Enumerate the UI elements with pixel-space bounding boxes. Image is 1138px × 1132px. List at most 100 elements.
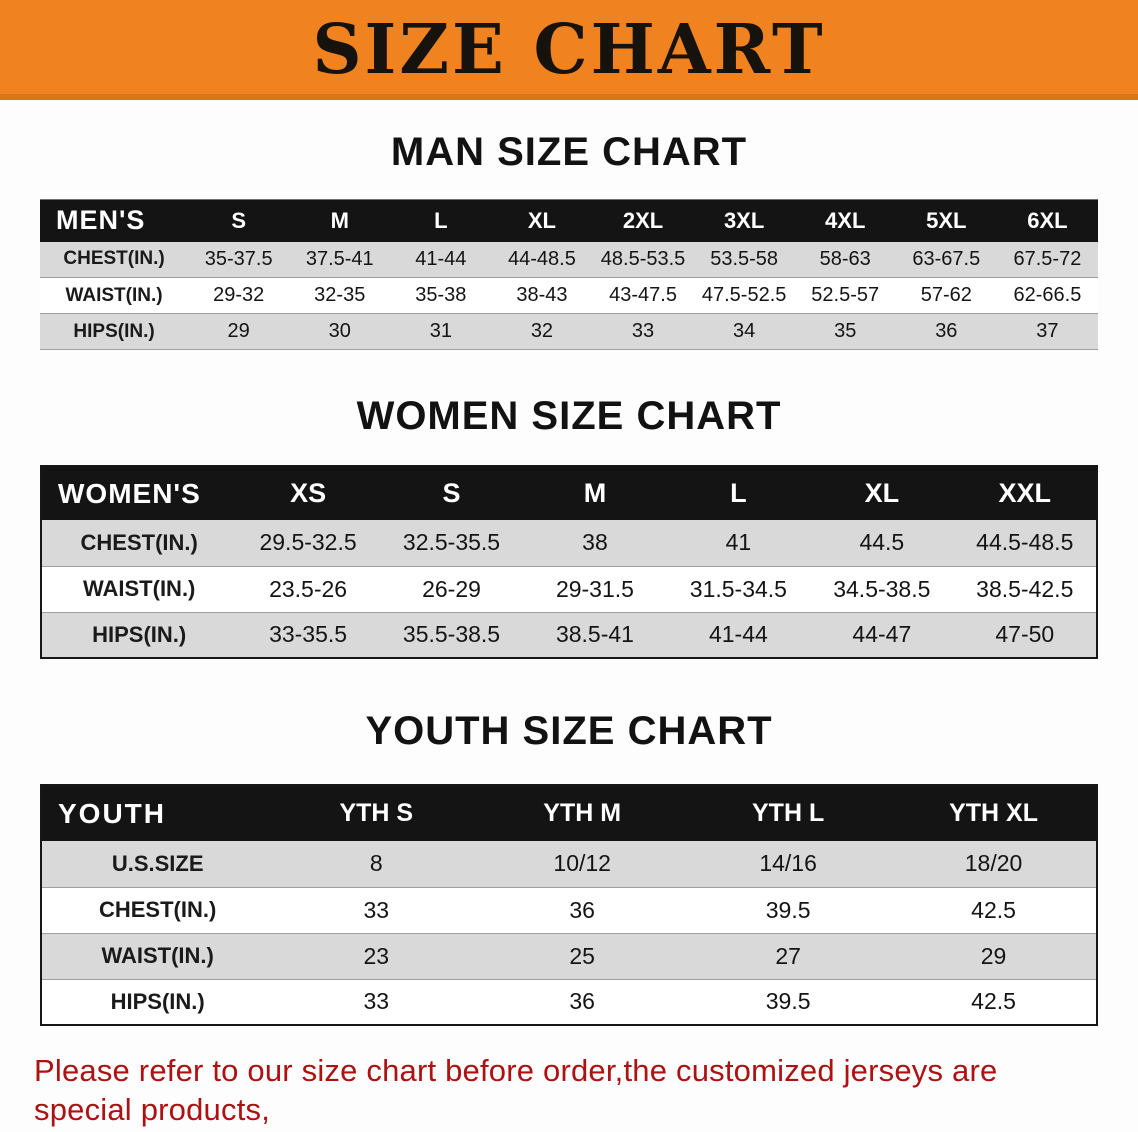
size-table: WOMEN'S XS S M L XL XXL CHEST(IN.) 29.5-32.5 32.5… xyxy=(40,465,1098,659)
footer-notice-line2: we don't accept cancel, change, teturn o… xyxy=(34,1130,1104,1132)
row-label: HIPS(IN.) xyxy=(92,621,187,647)
size-value-cell: 62-66.5 xyxy=(1013,284,1082,306)
size-value-cell: 36 xyxy=(569,896,595,923)
column-header: S xyxy=(379,466,524,520)
row-label: CHEST(IN.) xyxy=(98,897,217,922)
men-size-chart-heading: MAN SIZE CHART xyxy=(390,130,748,174)
row-label: CHEST(IN.) xyxy=(80,529,198,555)
size-value-cell: 44-47 xyxy=(852,621,912,648)
column-header: YTH L xyxy=(685,785,892,841)
column-header: 3XL xyxy=(693,199,795,242)
size-value-cell: 67.5-72 xyxy=(1013,247,1082,270)
size-value-cell: 33-35.5 xyxy=(269,621,348,648)
row-label: U.S.SIZE xyxy=(111,850,204,876)
size-value-cell: 33 xyxy=(631,320,655,342)
size-value-cell: 41 xyxy=(725,529,752,556)
column-header: 4XL xyxy=(794,199,896,242)
table-row: CHEST(IN.) 29.5-32.5 32.5-35.5 38 41 44.5 44.5… xyxy=(41,520,1097,566)
size-value-cell: 47.5-52.5 xyxy=(701,284,787,306)
size-value-cell: 33 xyxy=(363,896,390,923)
size-value-cell: 34 xyxy=(733,320,756,342)
table-row: WAIST(IN.) 23 25 27 29 xyxy=(41,933,1097,979)
size-value-cell: 35-38 xyxy=(415,284,467,306)
row-label: HIPS(IN.) xyxy=(110,988,205,1014)
row-label: WAIST(IN.) xyxy=(82,576,196,601)
size-value-cell: 25 xyxy=(569,942,595,969)
size-value-cell: 23 xyxy=(363,942,390,969)
size-value-cell: 58-63 xyxy=(819,247,871,270)
size-value-cell: 37 xyxy=(1036,320,1059,342)
men-size-chart-section: MAN SIZE CHART MEN'S S M L XL 2XL 3XL 4XL 5XL 6XL… xyxy=(0,130,1138,350)
youth-size-chart-heading: YOUTH SIZE CHART xyxy=(365,709,773,753)
size-value-cell: 52.5-57 xyxy=(811,284,880,306)
size-table: MEN'S S M L XL 2XL 3XL 4XL 5XL 6XL CHEST(IN.) 35-37… xyxy=(40,199,1098,350)
column-header: 6XL xyxy=(996,199,1098,242)
size-value-cell: 29 xyxy=(980,942,1007,969)
column-header: XL xyxy=(810,466,954,520)
column-header: YTH S xyxy=(273,785,480,841)
women-size-table: WOMEN'S XS S M L XL XXL CHEST(IN.) 29.5-32.5 32.5… xyxy=(40,465,1098,659)
page-title: SIZE CHART xyxy=(312,10,826,90)
table-row: CHEST(IN.) 33 36 39.5 42.5 xyxy=(41,887,1097,933)
table-row: HIPS(IN.) 29 30 31 32 33 34 35 36 37 xyxy=(40,313,1098,350)
size-value-cell: 31.5-34.5 xyxy=(689,575,787,602)
corner-label: MEN'S xyxy=(40,199,189,242)
size-value-cell: 29-32 xyxy=(213,284,265,306)
size-value-cell: 31 xyxy=(429,320,452,342)
size-value-cell: 18/20 xyxy=(964,850,1023,877)
table-row: WAIST(IN.) 23.5-26 26-29 29-31.5 31.5-34.5 34… xyxy=(41,566,1097,612)
size-value-cell: 38-43 xyxy=(516,284,568,306)
table-row: HIPS(IN.) 33 36 39.5 42.5 xyxy=(41,979,1097,1025)
column-header: L xyxy=(390,199,492,242)
table-row: WAIST(IN.) 29-32 32-35 35-38 38-43 43-47.5 47.… xyxy=(40,277,1098,314)
size-value-cell: 38 xyxy=(582,529,608,556)
size-value-cell: 44.5 xyxy=(859,529,905,556)
size-value-cell: 41-44 xyxy=(415,247,467,270)
column-header: L xyxy=(666,466,811,520)
youth-size-chart-section: YOUTH SIZE CHART YOUTH YTH S YTH M YTH L YTH… xyxy=(0,709,1138,1026)
size-value-cell: 36 xyxy=(935,320,958,342)
footer-notice: Please refer to our size chart before or… xyxy=(34,1052,1104,1132)
column-header: M xyxy=(289,199,391,242)
size-value-cell: 57-62 xyxy=(920,284,972,306)
size-value-cell: 32.5-35.5 xyxy=(402,529,501,556)
size-value-cell: 63-67.5 xyxy=(912,247,981,270)
size-value-cell: 29.5-32.5 xyxy=(259,529,357,556)
size-value-cell: 35 xyxy=(834,320,857,342)
size-value-cell: 53.5-58 xyxy=(710,247,779,270)
youth-size-table: YOUTH YTH S YTH M YTH L YTH XL U.S.SIZE 8 10/12… xyxy=(40,784,1098,1026)
size-value-cell: 14/16 xyxy=(759,850,817,877)
size-value-cell: 34.5-38.5 xyxy=(833,575,931,602)
header-row: YOUTH YTH S YTH M YTH L YTH XL xyxy=(41,785,1097,841)
footer-notice-line1: Please refer to our size chart before or… xyxy=(34,1053,998,1127)
men-size-table: MEN'S S M L XL 2XL 3XL 4XL 5XL 6XL CHEST(IN.) 35-37… xyxy=(40,199,1098,350)
size-value-cell: 32-35 xyxy=(314,284,366,306)
header-row: MEN'S S M L XL 2XL 3XL 4XL 5XL 6XL xyxy=(40,199,1098,242)
column-header: 2XL xyxy=(592,199,694,242)
size-value-cell: 33 xyxy=(363,988,390,1015)
size-value-cell: 36 xyxy=(569,988,595,1015)
size-value-cell: 42.5 xyxy=(971,896,1016,923)
row-label: HIPS(IN.) xyxy=(73,320,155,342)
size-value-cell: 30 xyxy=(328,320,351,342)
table-row: HIPS(IN.) 33-35.5 35.5-38.5 38.5-41 41-44 44-… xyxy=(41,612,1097,658)
row-label: CHEST(IN.) xyxy=(63,248,165,270)
column-header: S xyxy=(188,199,290,242)
size-value-cell: 8 xyxy=(369,850,383,877)
header-row: WOMEN'S XS S M L XL XXL xyxy=(41,466,1097,520)
table-row: U.S.SIZE 8 10/12 14/16 18/20 xyxy=(41,841,1097,887)
size-value-cell: 48.5-53.5 xyxy=(600,247,686,270)
size-value-cell: 39.5 xyxy=(765,988,811,1015)
size-value-cell: 35.5-38.5 xyxy=(402,621,501,648)
size-value-cell: 37.5-41 xyxy=(305,247,374,270)
size-value-cell: 38.5-41 xyxy=(555,621,634,648)
column-header: 5XL xyxy=(895,199,997,242)
corner-label: YOUTH xyxy=(41,785,274,841)
size-value-cell: 43-47.5 xyxy=(609,284,677,306)
column-header: XS xyxy=(236,466,380,520)
column-header: M xyxy=(523,466,667,520)
size-value-cell: 29-31.5 xyxy=(555,575,634,602)
row-label: WAIST(IN.) xyxy=(65,284,163,306)
size-value-cell: 47-50 xyxy=(995,621,1055,648)
